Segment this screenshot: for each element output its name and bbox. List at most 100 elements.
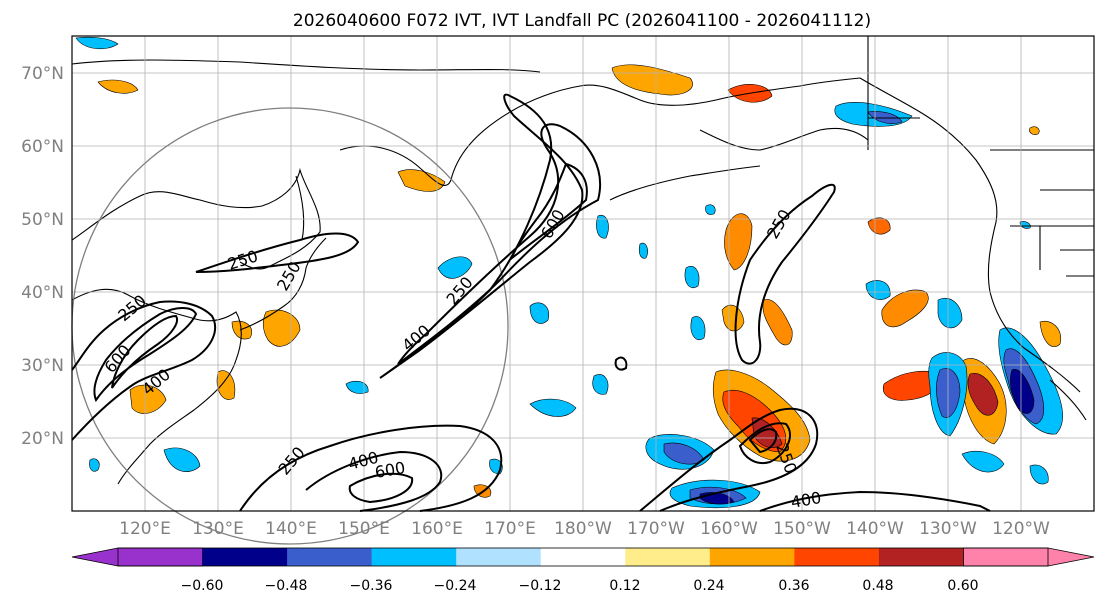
contour-400-subtropics (305, 450, 443, 512)
colorbar-segment (540, 548, 626, 566)
colorbar-tick: 0.12 (609, 578, 640, 594)
lat-label: 70°N (21, 64, 64, 84)
positive-anomaly-patch (881, 289, 929, 328)
lat-label: 40°N (21, 283, 64, 303)
contour-250-subtropics (239, 424, 503, 512)
negative-anomaly-patch (690, 316, 706, 340)
lat-label: 60°N (21, 137, 64, 157)
colorbar-segment (371, 548, 457, 566)
colorbar-tick: 0.24 (693, 578, 724, 594)
colorbar-tick: 0.60 (947, 578, 978, 594)
china-coastline (71, 288, 242, 361)
lat-label: 30°N (21, 356, 64, 376)
colorbar-tick: −0.48 (265, 578, 308, 594)
map-frame (71, 35, 1095, 512)
colorbar-tick: −0.60 (181, 578, 224, 594)
negative-anomaly-patch (638, 242, 648, 259)
colorbar-segment (625, 548, 711, 566)
colorbar-tick: −0.36 (350, 578, 393, 594)
arctic-coastline (71, 59, 541, 73)
positive-anomaly-patch (967, 373, 999, 416)
negative-anomaly-patch (529, 398, 577, 417)
lon-label: 120°W (992, 519, 1050, 539)
lon-label: 120°E (119, 519, 171, 539)
asia-coastline (71, 167, 321, 270)
lon-label: 180°W (554, 519, 612, 539)
political-borders (867, 36, 1094, 277)
figure-title: 2026040600 F072 IVT, IVT Landfall PC (20… (293, 11, 871, 31)
positive-anomaly-patch (762, 299, 793, 346)
latitude-labels: 70°N 60°N 50°N 40°N 30°N 20°N (21, 64, 64, 449)
negative-anomaly-patch (529, 302, 550, 324)
lon-label: 170°W (627, 519, 685, 539)
southeast-asia-coastline (117, 359, 237, 485)
positive-anomaly-patch (397, 169, 446, 192)
lat-label: 20°N (21, 429, 64, 449)
coastlines (71, 36, 1094, 485)
colorbar-segment (709, 548, 795, 566)
negative-anomaly-patch (75, 36, 119, 50)
lon-label: 140°W (846, 519, 904, 539)
ivt-anomaly-fill (97, 64, 1062, 498)
contour-250-jet (379, 93, 584, 379)
colorbar-frame (117, 547, 1049, 567)
positive-anomaly-patch (1029, 126, 1040, 135)
positive-anomaly-patch (1039, 320, 1062, 348)
contour-600-east-asia (111, 314, 178, 389)
ivt-contours (71, 93, 991, 512)
negative-anomaly-patch (89, 458, 100, 472)
colorbar: −0.60 −0.48 −0.36 −0.24 −0.12 0.12 0.24 … (71, 547, 1095, 594)
contour-250-japan-sea (195, 232, 360, 273)
lat-label: 50°N (21, 210, 64, 230)
contour-600-subtropics (348, 472, 414, 504)
japan-coastline (239, 237, 327, 331)
aleutian-chain (609, 165, 761, 201)
lon-label: 150°E (338, 519, 390, 539)
negative-anomaly-patch (596, 214, 609, 239)
positive-anomaly-patch (867, 217, 891, 235)
graticule (72, 36, 1094, 511)
russia-far-east-coastline (339, 77, 861, 186)
positive-anomaly-patch (97, 79, 139, 94)
negative-anomaly-patch (937, 298, 963, 329)
contour-250-gulf-alaska (734, 183, 836, 365)
lon-label: 140°E (265, 519, 317, 539)
lon-label: 170°E (484, 519, 536, 539)
positive-anomaly-patch (721, 304, 745, 332)
colorbar-tick: −0.24 (434, 578, 477, 594)
baja-coastline (1049, 379, 1087, 421)
negative-anomaly-patch (961, 451, 1005, 473)
sakhalin-coastline (295, 175, 305, 241)
negative-anomaly-patch (1010, 369, 1035, 414)
alaska-coastline (699, 127, 869, 151)
negative-anomaly-patch (684, 266, 700, 288)
negative-anomaly-patch (163, 447, 201, 472)
colorbar-segment (287, 548, 373, 566)
colorbar-segment (878, 548, 964, 566)
contour-400-east-asia (93, 307, 198, 403)
contour-400-central-pacific (738, 422, 791, 464)
contour-small-loop (614, 356, 628, 371)
colorbar-segments (71, 547, 1095, 567)
negative-anomaly-patch (437, 256, 473, 279)
colorbar-segment (456, 548, 542, 566)
lon-label: 130°E (192, 519, 244, 539)
colorbar-tick: 0.36 (778, 578, 809, 594)
lon-label: 160°E (411, 519, 463, 539)
negative-anomaly-patch (345, 380, 369, 394)
lon-label: 150°W (773, 519, 831, 539)
positive-anomaly-patch (724, 213, 753, 271)
colorbar-segment (71, 547, 203, 567)
negative-anomaly-patch (865, 280, 891, 300)
positive-anomaly-patch (611, 64, 693, 96)
positive-anomaly-patch (129, 384, 167, 414)
contour-600-central-pacific (748, 428, 778, 454)
contour-400-jet (397, 123, 601, 365)
lon-label: 130°W (919, 519, 977, 539)
negative-anomaly-patch (705, 204, 716, 215)
contour-600-jet (510, 162, 588, 261)
colorbar-tick: 0.48 (862, 578, 893, 594)
negative-anomaly-patch (1029, 464, 1049, 485)
colorbar-segment (963, 547, 1095, 567)
